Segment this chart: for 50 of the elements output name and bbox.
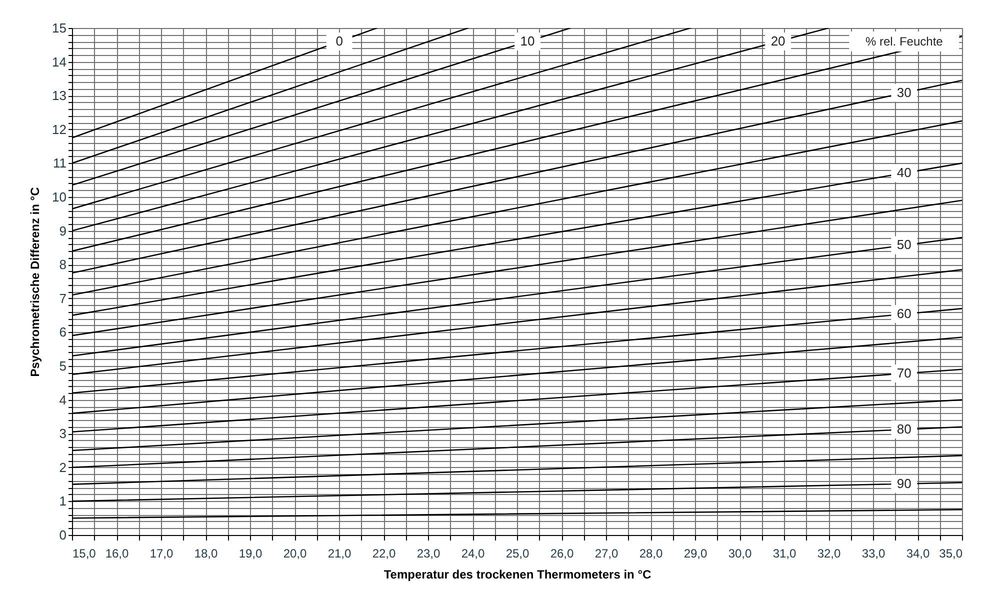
y-tick-label: 13: [52, 88, 66, 104]
annotation: % rel. Feuchte: [865, 34, 944, 49]
x-tick-label: 20,0: [283, 546, 307, 560]
x-tick-label: 18,0: [194, 546, 218, 560]
y-tick-label: 7: [59, 290, 66, 306]
series-label: 10: [520, 34, 535, 49]
x-tick-label: 31,0: [772, 546, 796, 560]
y-axis-title: Psychrometrische Differenz in °C: [28, 186, 42, 377]
x-tick-label: 33,0: [862, 546, 886, 560]
y-tick-label: 3: [59, 426, 66, 442]
x-tick-label: 23,0: [416, 546, 440, 560]
y-tick-label: 8: [59, 257, 66, 272]
series-label: 30: [896, 84, 912, 100]
x-tick-label: 30,0: [728, 546, 752, 560]
y-tick-label: 9: [59, 223, 66, 238]
x-tick-label: 26,0: [550, 546, 574, 560]
x-tick-label: 29,0: [684, 546, 708, 560]
y-tick-label: 15: [52, 20, 66, 36]
y-tick-label: 2: [59, 460, 66, 475]
y-tick-label: 6: [59, 324, 66, 340]
y-tick-label: 5: [59, 358, 66, 374]
x-tick-label: 16,0: [105, 546, 129, 560]
series-label: 40: [896, 165, 912, 180]
series-label: 50: [896, 237, 912, 252]
x-tick-label: 19,0: [238, 546, 262, 560]
y-tick-label: 1: [59, 494, 66, 509]
x-tick-label: 25,0: [506, 546, 530, 560]
x-tick-label: 35,0: [939, 546, 963, 560]
series-label: 90: [896, 476, 912, 491]
series-label: 0: [336, 34, 343, 49]
x-tick-label: 32,0: [817, 546, 841, 560]
series-label: 80: [896, 421, 912, 436]
x-tick-label: 34,0: [906, 546, 930, 560]
x-tick-label: 27,0: [594, 546, 618, 560]
y-tick-label: 11: [53, 156, 66, 171]
y-tick-label: 10: [52, 190, 66, 204]
x-tick-label: 22,0: [372, 546, 396, 560]
series-label: 70: [896, 365, 912, 380]
series-label: 20: [770, 34, 786, 49]
x-tick-label: 21,0: [328, 546, 352, 560]
x-tick-label: 15,0: [72, 546, 96, 560]
x-tick-label: 28,0: [639, 546, 663, 560]
x-axis-title: Temperatur des trockenen Thermometers in °C: [384, 568, 652, 582]
series-label: 60: [896, 306, 912, 322]
y-tick-label: 0: [59, 528, 66, 542]
x-tick-label: 17,0: [150, 546, 174, 560]
x-tick-label: 24,0: [461, 546, 485, 560]
y-tick-label: 14: [52, 54, 66, 70]
y-tick-label: 4: [59, 392, 66, 408]
y-tick-label: 12: [52, 122, 66, 137]
